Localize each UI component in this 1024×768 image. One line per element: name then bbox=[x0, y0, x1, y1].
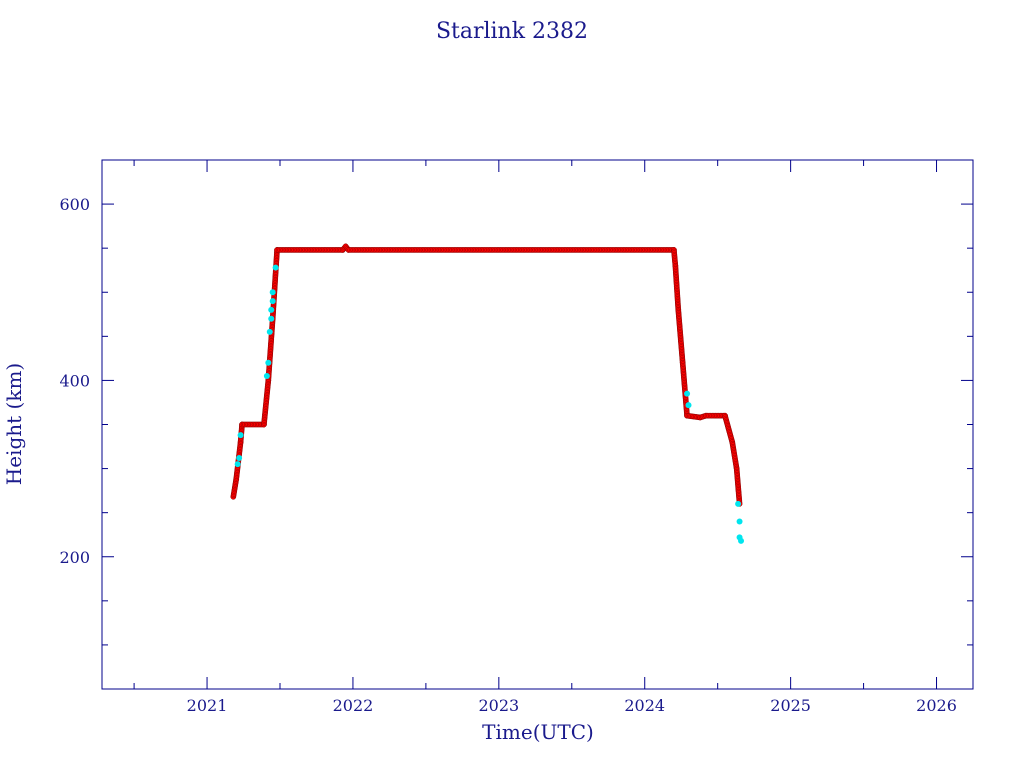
x-tick-label: 2022 bbox=[333, 696, 374, 715]
y-axis-label: Height (km) bbox=[2, 363, 26, 485]
plot-frame bbox=[101, 159, 974, 690]
data-point-secondary bbox=[269, 298, 276, 305]
chart-title: Starlink 2382 bbox=[436, 19, 588, 44]
data-point-secondary bbox=[269, 289, 276, 296]
series-primary bbox=[230, 243, 743, 507]
data-point-secondary bbox=[735, 500, 742, 507]
data-point-secondary bbox=[263, 373, 270, 380]
y-tick-label: 600 bbox=[59, 195, 90, 214]
data-point-secondary bbox=[272, 264, 279, 271]
x-tick-label: 2026 bbox=[916, 696, 957, 715]
axis-ticks bbox=[102, 160, 973, 689]
x-tick-label: 2023 bbox=[478, 696, 519, 715]
data-point-secondary bbox=[738, 537, 745, 544]
x-axis-label: Time(UTC) bbox=[482, 720, 594, 744]
axis-tick-labels: 2021 2022 2023 2024 2025 2026 200 400 600 bbox=[59, 195, 956, 715]
data-point-secondary bbox=[266, 328, 273, 335]
x-tick-label: 2025 bbox=[770, 696, 811, 715]
y-tick-label: 400 bbox=[59, 371, 90, 390]
data-point-secondary bbox=[236, 455, 243, 462]
data-point-secondary bbox=[237, 432, 244, 439]
y-tick-label: 200 bbox=[59, 548, 90, 567]
data-point-secondary bbox=[268, 306, 275, 313]
x-tick-label: 2021 bbox=[187, 696, 228, 715]
x-tick-label: 2024 bbox=[624, 696, 665, 715]
data-point-secondary bbox=[736, 518, 743, 525]
data-point-secondary bbox=[684, 390, 691, 397]
data-point-secondary bbox=[265, 359, 272, 366]
data-point-secondary bbox=[268, 315, 275, 322]
data-point-secondary bbox=[234, 461, 241, 468]
series-secondary bbox=[234, 264, 745, 544]
data-point-secondary bbox=[685, 402, 692, 409]
